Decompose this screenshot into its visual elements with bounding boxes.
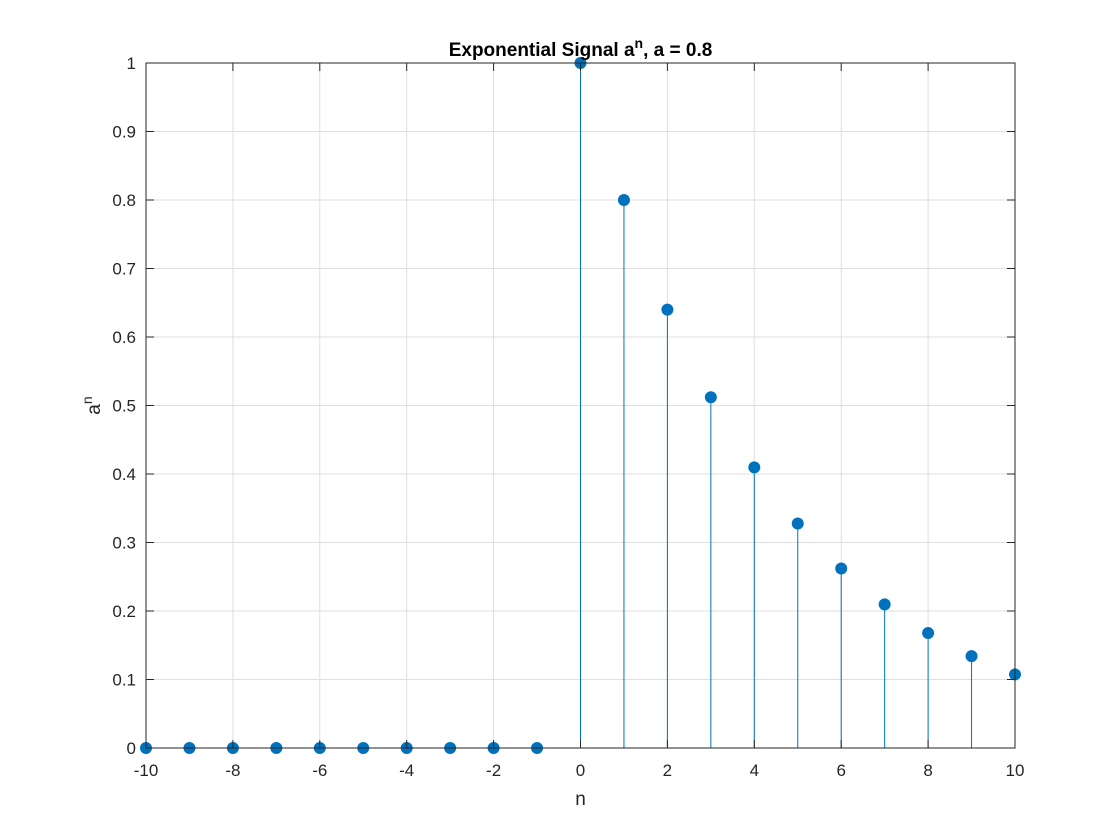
chart-title-superscript: n <box>635 35 644 51</box>
stem-marker <box>704 391 717 404</box>
y-tick-label: 0.8 <box>112 191 136 210</box>
x-tick-label: 6 <box>836 761 845 780</box>
x-axis-label: n <box>575 789 586 810</box>
chart-title: Exponential Signal an, a = 0.8 <box>449 35 713 61</box>
x-tick-label: 8 <box>923 761 932 780</box>
stem-marker <box>965 650 978 663</box>
stem-marker <box>661 303 674 316</box>
ticks: -10 -8 -6 -4 -2 0 2 4 6 8 10 0 0.1 0.2 0.3 0.4 0.5 0.6 0.7… <box>112 54 1024 780</box>
chart-title-prefix: Exponential Signal a <box>449 40 635 61</box>
y-tick-label: 0.9 <box>112 123 136 142</box>
x-tick-label: -2 <box>486 761 501 780</box>
stem-marker <box>791 517 804 530</box>
y-axis-label-base: a <box>84 404 105 415</box>
y-tick-label: 0.2 <box>112 602 136 621</box>
stem-marker <box>835 562 848 575</box>
x-tick-label: -8 <box>225 761 240 780</box>
y-tick-label: 1 <box>127 54 136 73</box>
x-tick-label: -10 <box>134 761 159 780</box>
y-tick-label: 0.6 <box>112 328 136 347</box>
y-tick-label: 0.7 <box>112 260 136 279</box>
y-tick-label: 0.4 <box>112 465 136 484</box>
y-axis-label: an <box>79 396 105 414</box>
stem-marker <box>878 598 891 611</box>
x-tick-label: -4 <box>399 761 414 780</box>
stem-marker <box>617 194 630 206</box>
x-tick-label: 0 <box>576 761 585 780</box>
stem-marker <box>748 461 761 474</box>
y-tick-label: 0.3 <box>112 534 136 553</box>
y-tick-label: 0.1 <box>112 671 136 690</box>
y-tick-label: 0 <box>127 739 136 758</box>
y-tick-label: 0.5 <box>112 397 136 416</box>
y-axis-label-superscript: n <box>79 396 95 404</box>
x-tick-label: 10 <box>1006 761 1025 780</box>
stem-marker <box>922 627 935 640</box>
x-tick-label: -6 <box>312 761 327 780</box>
x-tick-label: 2 <box>663 761 672 780</box>
x-tick-label: 4 <box>750 761 759 780</box>
chart-title-suffix: , a = 0.8 <box>643 40 712 61</box>
